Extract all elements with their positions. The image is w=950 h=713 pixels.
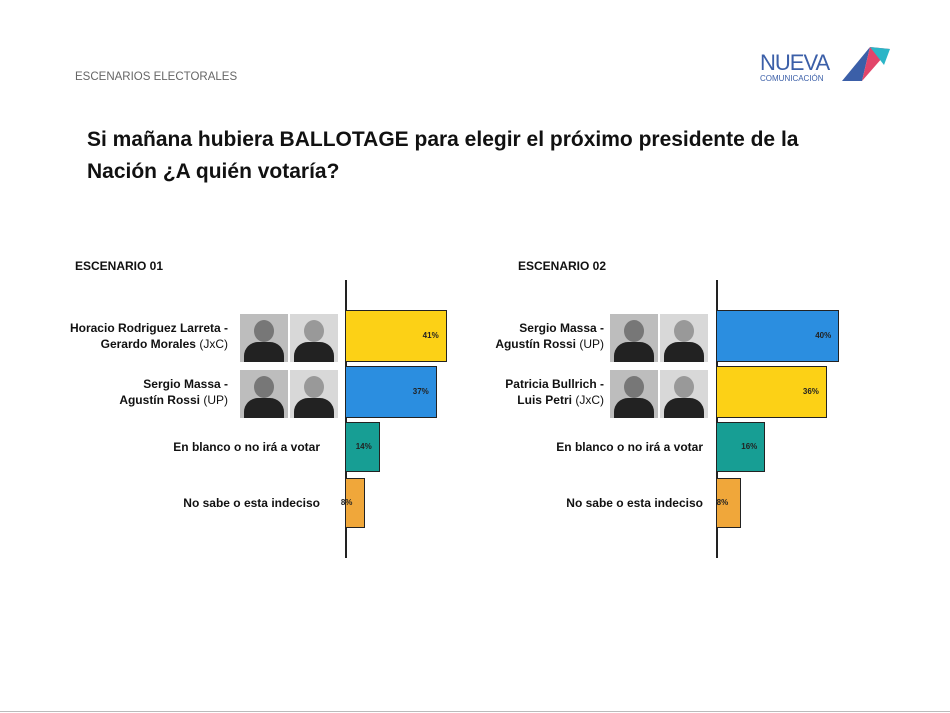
axis-line bbox=[345, 280, 347, 558]
category-label: Horacio Rodriguez Larreta - Gerardo Mora… bbox=[58, 320, 228, 352]
photo-body bbox=[294, 342, 334, 362]
photo-body bbox=[614, 342, 654, 362]
photo-head bbox=[624, 320, 644, 342]
value-label: 41% bbox=[422, 331, 439, 340]
category-name: Sergio Massa - Agustín Rossi bbox=[495, 321, 604, 351]
photo-head bbox=[254, 376, 274, 398]
chart-title: ESCENARIO 01 bbox=[75, 259, 164, 273]
category-label: En blanco o no irá a votar bbox=[120, 439, 320, 455]
candidate-photo bbox=[660, 370, 708, 418]
value-label: 36% bbox=[802, 387, 819, 396]
chart-title: ESCENARIO 02 bbox=[518, 259, 607, 273]
logo-subtext: COMUNICACIÓN bbox=[760, 74, 824, 83]
bar bbox=[716, 478, 741, 528]
photo-body bbox=[244, 398, 284, 418]
category-label: En blanco o no irá a votar bbox=[503, 439, 703, 455]
bar bbox=[345, 366, 437, 418]
category-label: Patricia Bullrich - Luis Petri (JxC) bbox=[479, 376, 604, 408]
section-label: ESCENARIOS ELECTORALES bbox=[75, 71, 238, 83]
photo-head bbox=[304, 320, 324, 342]
footer-line bbox=[0, 711, 950, 712]
category-label: Sergio Massa - Agustín Rossi (UP) bbox=[108, 376, 228, 408]
bar bbox=[716, 310, 840, 362]
candidate-photo bbox=[290, 370, 338, 418]
photo-head bbox=[624, 376, 644, 398]
photo-body bbox=[294, 398, 334, 418]
category-note: (JxC) bbox=[199, 337, 228, 351]
title: Si mañana hubiera BALLOTAGE para elegir … bbox=[87, 128, 799, 183]
photo-head bbox=[674, 320, 694, 342]
candidate-photo bbox=[610, 370, 658, 418]
photo-body bbox=[664, 398, 704, 418]
category-note: (JxC) bbox=[575, 393, 604, 407]
category-name: No sabe o esta indeciso bbox=[183, 496, 320, 510]
value-label: 16% bbox=[741, 442, 758, 451]
value-label: 14% bbox=[355, 442, 372, 451]
category-name: En blanco o no irá a votar bbox=[556, 440, 703, 454]
candidate-photo bbox=[610, 314, 658, 362]
photo-head bbox=[304, 376, 324, 398]
photo-body bbox=[614, 398, 654, 418]
logo-text: NUEVA bbox=[760, 50, 830, 75]
category-label: No sabe o esta indeciso bbox=[120, 495, 320, 511]
category-name: No sabe o esta indeciso bbox=[566, 496, 703, 510]
category-note: (UP) bbox=[579, 337, 604, 351]
category-name: En blanco o no irá a votar bbox=[173, 440, 320, 454]
category-name: Horacio Rodriguez Larreta - Gerardo Mora… bbox=[69, 321, 228, 351]
candidate-photo bbox=[240, 370, 288, 418]
category-note: (UP) bbox=[203, 393, 228, 407]
photo-head bbox=[674, 376, 694, 398]
candidate-photo bbox=[240, 314, 288, 362]
photo-body bbox=[244, 342, 284, 362]
bar bbox=[345, 422, 380, 472]
logo-mark bbox=[842, 47, 890, 81]
value-label: 40% bbox=[815, 331, 832, 340]
value-label: 8% bbox=[716, 498, 729, 507]
category-label: Sergio Massa - Agustín Rossi (UP) bbox=[484, 320, 604, 352]
photo-body bbox=[664, 342, 704, 362]
candidate-photo bbox=[290, 314, 338, 362]
bar bbox=[345, 310, 447, 362]
value-label: 37% bbox=[412, 387, 429, 396]
candidate-photo bbox=[660, 314, 708, 362]
photo-head bbox=[254, 320, 274, 342]
axis-line bbox=[716, 280, 718, 558]
category-label: No sabe o esta indeciso bbox=[503, 495, 703, 511]
bar bbox=[716, 366, 827, 418]
value-label: 8% bbox=[340, 498, 353, 507]
bar bbox=[716, 422, 766, 472]
category-name: Sergio Massa - Agustín Rossi bbox=[119, 377, 228, 407]
bar bbox=[345, 478, 365, 528]
category-name: Patricia Bullrich - Luis Petri bbox=[505, 377, 604, 407]
